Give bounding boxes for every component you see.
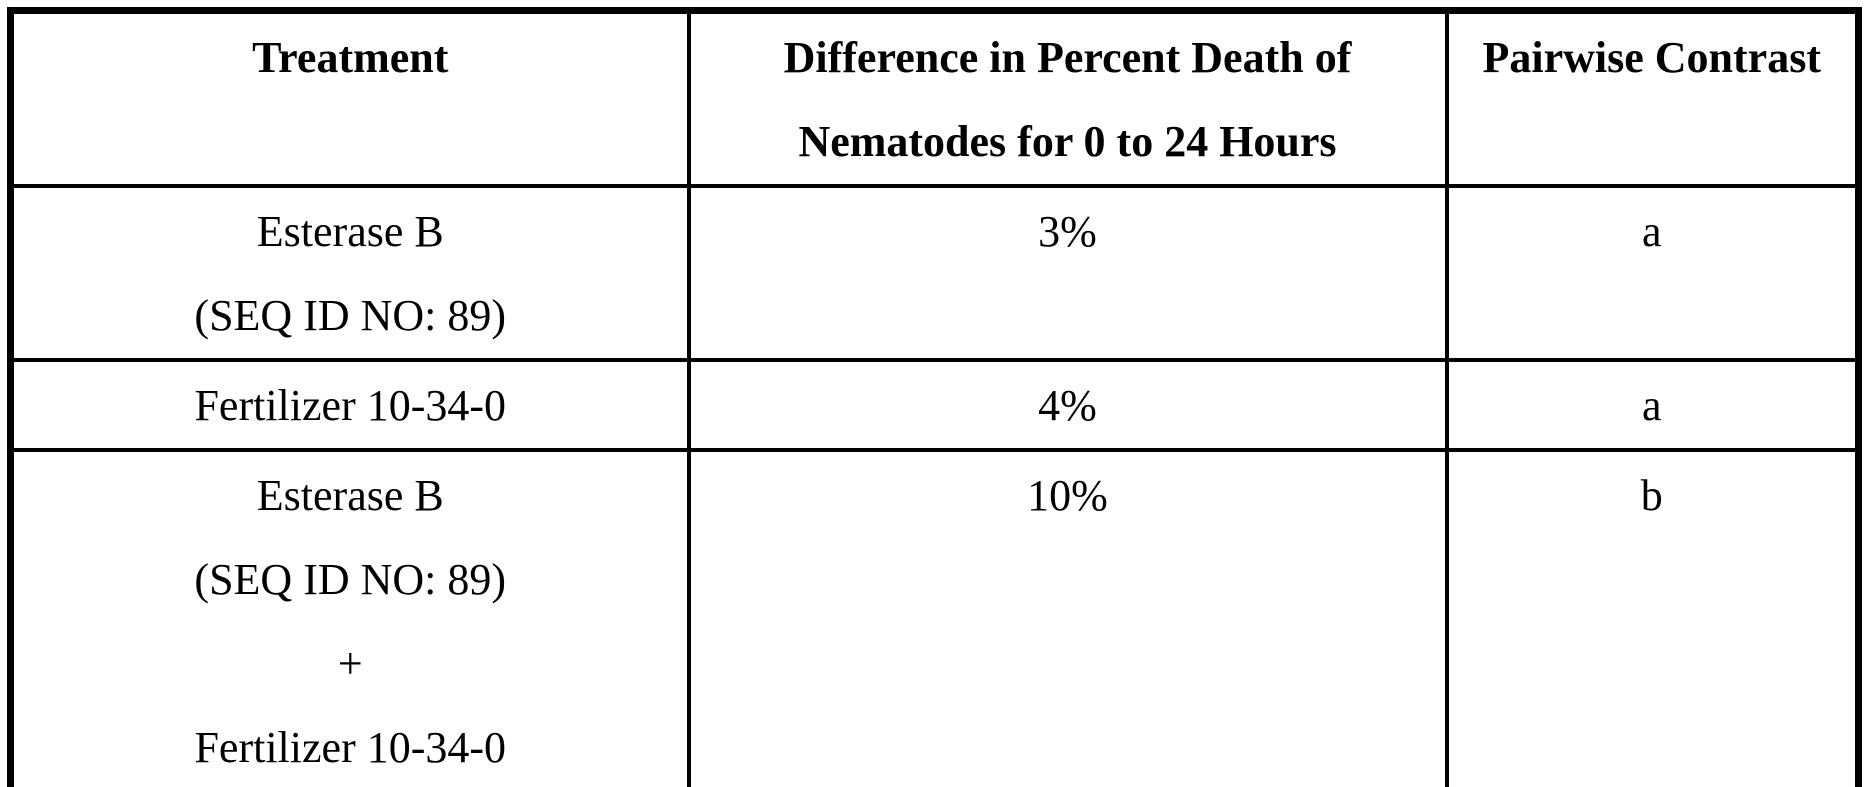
row3-treatment-line-4: Fertilizer 10-34-0 <box>194 723 507 772</box>
header-pairwise-label: Pairwise Contrast <box>1482 33 1822 82</box>
row2-treatment-line-1: Fertilizer 10-34-0 <box>194 381 507 430</box>
header-difference-line-1: Difference in Percent Death of <box>783 33 1352 82</box>
table-row: Fertilizer 10-34-0 4% a <box>8 358 1861 452</box>
row2-difference-cell: 4% <box>686 358 1449 452</box>
row3-difference-cell: 10% <box>686 448 1449 787</box>
row1-treatment-line-1: Esterase B <box>256 207 444 256</box>
row3-treatment-line-1: Esterase B <box>256 471 444 520</box>
row3-treatment-line-2: (SEQ ID NO: 89) <box>194 555 507 604</box>
table-header-row: Treatment Difference in Percent Death of… <box>8 8 1861 188</box>
row1-difference-cell: 3% <box>686 184 1449 362</box>
row2-difference-value: 4% <box>1038 381 1097 430</box>
row3-contrast-value: b <box>1640 471 1663 520</box>
results-table: Treatment Difference in Percent Death of… <box>7 7 1862 787</box>
table-row: Esterase B (SEQ ID NO: 89) 3% a <box>8 184 1861 362</box>
row3-treatment-cell: Esterase B (SEQ ID NO: 89) + Fertilizer … <box>8 448 691 787</box>
row1-contrast-value: a <box>1641 207 1662 256</box>
table-row: Esterase B (SEQ ID NO: 89) + Fertilizer … <box>8 448 1861 787</box>
row3-treatment-plus-sign: + <box>337 639 363 688</box>
header-cell-difference: Difference in Percent Death of Nematodes… <box>686 8 1449 188</box>
header-cell-pairwise-contrast: Pairwise Contrast <box>1444 8 1861 188</box>
row3-difference-value: 10% <box>1027 471 1108 520</box>
row2-contrast-value: a <box>1641 381 1662 430</box>
row2-treatment-cell: Fertilizer 10-34-0 <box>8 358 691 452</box>
row1-treatment-cell: Esterase B (SEQ ID NO: 89) <box>8 184 691 362</box>
header-treatment-label: Treatment <box>252 33 449 82</box>
header-cell-treatment: Treatment <box>8 8 691 188</box>
row1-contrast-cell: a <box>1444 184 1861 362</box>
header-difference-line-2: Nematodes for 0 to 24 Hours <box>798 117 1337 166</box>
row2-contrast-cell: a <box>1444 358 1861 452</box>
row1-treatment-line-2: (SEQ ID NO: 89) <box>194 291 507 340</box>
row1-difference-value: 3% <box>1038 207 1097 256</box>
row3-contrast-cell: b <box>1444 448 1861 787</box>
